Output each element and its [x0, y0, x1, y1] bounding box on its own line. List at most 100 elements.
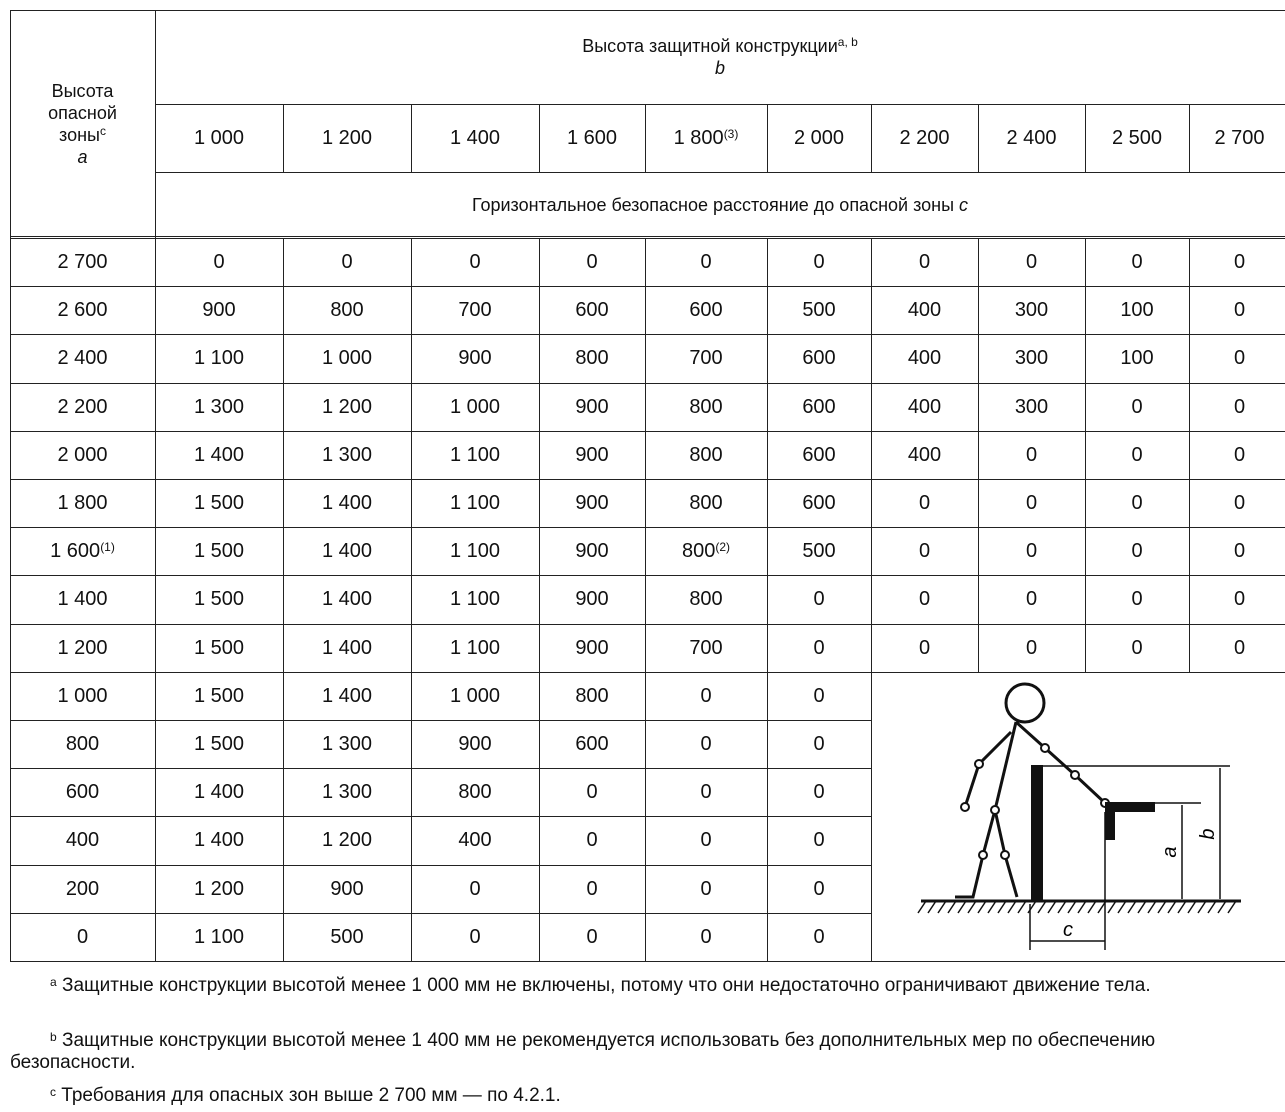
rule	[539, 238, 540, 961]
cell: 300	[1014, 347, 1049, 370]
cell: 900	[575, 443, 609, 466]
cell: 1 400	[193, 781, 245, 804]
column-header: 2 200	[899, 127, 950, 149]
barrier	[1031, 765, 1043, 900]
cell: 0	[469, 877, 481, 900]
column-group-symbol: b	[714, 58, 725, 78]
rule	[10, 768, 871, 770]
column-header: 2 400	[1006, 127, 1057, 149]
rule	[10, 961, 1285, 962]
cell: 0	[1233, 588, 1246, 611]
rule	[10, 479, 1285, 480]
cell: 0	[700, 829, 712, 852]
rule	[155, 10, 156, 961]
cell: 600	[575, 733, 609, 756]
cell: 0	[700, 781, 712, 804]
cell: 1 500	[193, 684, 245, 707]
cell: 900	[458, 347, 492, 370]
cell: 400	[907, 347, 942, 370]
row-height: 800	[65, 733, 100, 756]
column-group-line: Высота защитной конструкцииa, b	[582, 35, 858, 57]
cell: 300	[1014, 299, 1049, 322]
rule	[411, 238, 412, 961]
footnote-text: Защитные конструкции высотой менее 1 000…	[61, 975, 1151, 996]
cell: 500	[802, 540, 836, 563]
hatch	[977, 900, 987, 914]
rule	[10, 912, 871, 914]
cell: 0	[1025, 492, 1038, 515]
cell: 1 400	[193, 443, 245, 466]
cell: 400	[907, 443, 942, 466]
dimensions	[1029, 768, 1221, 950]
row-height: 1 600 (1)	[10, 527, 155, 575]
row-header: Высота опасной зоныc a	[10, 10, 155, 238]
cell: 0	[700, 251, 712, 274]
rule	[539, 104, 540, 172]
cell: 1 400	[321, 540, 373, 563]
rule	[10, 720, 871, 721]
cell-sup: (2)	[715, 540, 731, 555]
hatch	[1037, 900, 1047, 914]
rule	[283, 104, 284, 172]
row-height: 1 800	[57, 492, 108, 515]
row-height: 2 600	[57, 299, 108, 322]
cell: 600	[802, 492, 836, 515]
column-header: 1 800 (3)	[645, 104, 767, 172]
cell: 0	[1025, 588, 1038, 611]
hatch	[967, 900, 977, 914]
rule	[10, 816, 871, 818]
cell: 0	[918, 636, 931, 659]
row-height: 1 000	[57, 684, 108, 707]
hatch	[1187, 900, 1197, 914]
rule	[1189, 238, 1190, 672]
cell: 1 100	[449, 540, 501, 563]
cell: 1 000	[449, 395, 501, 418]
rule	[10, 671, 1285, 673]
cell: 900	[202, 299, 236, 322]
row-header-text: зоны	[59, 125, 100, 145]
cell: 0	[341, 251, 353, 274]
cell: 800	[575, 684, 609, 707]
cell-sup: (3)	[723, 127, 739, 141]
label-a: a	[1159, 846, 1181, 857]
cell: 500	[802, 299, 836, 322]
figure: a b c	[917, 682, 1241, 950]
cell: 0	[700, 925, 712, 948]
cell: 1 100	[449, 636, 501, 659]
cell: 400	[458, 829, 492, 852]
cell-text: 1 800	[673, 127, 724, 149]
row-height: 2 400	[57, 347, 108, 370]
hatch	[987, 900, 997, 914]
rule	[411, 104, 412, 172]
row-header-text: опасной	[48, 103, 117, 123]
cell: 0	[469, 251, 481, 274]
cell: 0	[813, 781, 825, 804]
cell: 0	[1025, 443, 1038, 466]
cell: 600	[802, 395, 836, 418]
cell: 0	[918, 251, 931, 274]
hatch	[1017, 900, 1027, 914]
column-header: 1 200	[321, 127, 373, 149]
label-b: b	[1197, 828, 1219, 839]
cell: 100	[1120, 347, 1154, 370]
cell: 500	[330, 925, 364, 948]
rule	[767, 238, 768, 961]
footnote-mark: a	[50, 975, 57, 989]
cell: 0	[1131, 251, 1143, 274]
cell: 0	[813, 588, 825, 611]
cell: 0	[1233, 492, 1246, 515]
hatch	[1127, 900, 1137, 914]
cell: 1 100	[449, 492, 501, 515]
rule	[10, 10, 1285, 11]
rule	[10, 382, 1285, 384]
hatch	[927, 900, 937, 914]
hatch	[1007, 900, 1017, 914]
cell: 800	[689, 588, 723, 611]
cell: 1 200	[321, 829, 373, 852]
row-height: 200	[65, 877, 100, 900]
rule	[978, 104, 979, 172]
column-header: 2 500	[1111, 127, 1163, 149]
cell: 0	[1233, 395, 1246, 418]
cell: 1 200	[321, 395, 373, 418]
hatch	[1137, 900, 1147, 914]
